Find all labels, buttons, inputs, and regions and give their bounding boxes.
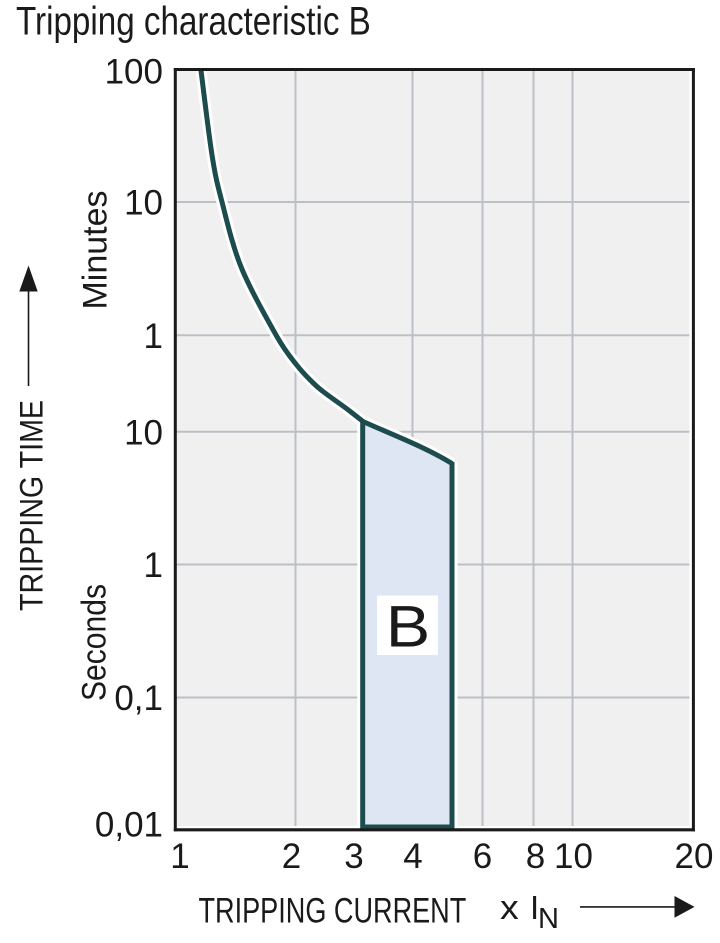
svg-text:4: 4 (403, 837, 422, 876)
svg-text:100: 100 (105, 52, 163, 91)
svg-text:1: 1 (144, 317, 163, 356)
svg-text:10: 10 (124, 184, 163, 223)
svg-text:TRIPPING CURRENT: TRIPPING CURRENT (199, 891, 467, 930)
svg-text:10: 10 (124, 414, 163, 453)
svg-text:0,1: 0,1 (114, 679, 163, 718)
svg-text:I: I (530, 889, 539, 926)
svg-text:Tripping characteristic B: Tripping characteristic B (16, 0, 371, 43)
svg-text:B: B (386, 595, 430, 660)
svg-text:2: 2 (282, 837, 301, 876)
svg-text:Minutes: Minutes (77, 190, 115, 309)
svg-text:TRIPPING TIME: TRIPPING TIME (15, 400, 50, 611)
svg-text:3: 3 (344, 837, 363, 876)
svg-text:10: 10 (554, 837, 593, 876)
svg-text:1: 1 (144, 546, 163, 585)
svg-text:0,01: 0,01 (95, 806, 163, 845)
svg-text:x: x (500, 889, 519, 927)
svg-text:8: 8 (526, 837, 545, 876)
svg-text:20: 20 (675, 837, 714, 876)
svg-text:6: 6 (473, 837, 492, 876)
svg-text:N: N (538, 903, 559, 935)
svg-text:Seconds: Seconds (75, 584, 113, 701)
svg-text:1: 1 (170, 837, 189, 876)
